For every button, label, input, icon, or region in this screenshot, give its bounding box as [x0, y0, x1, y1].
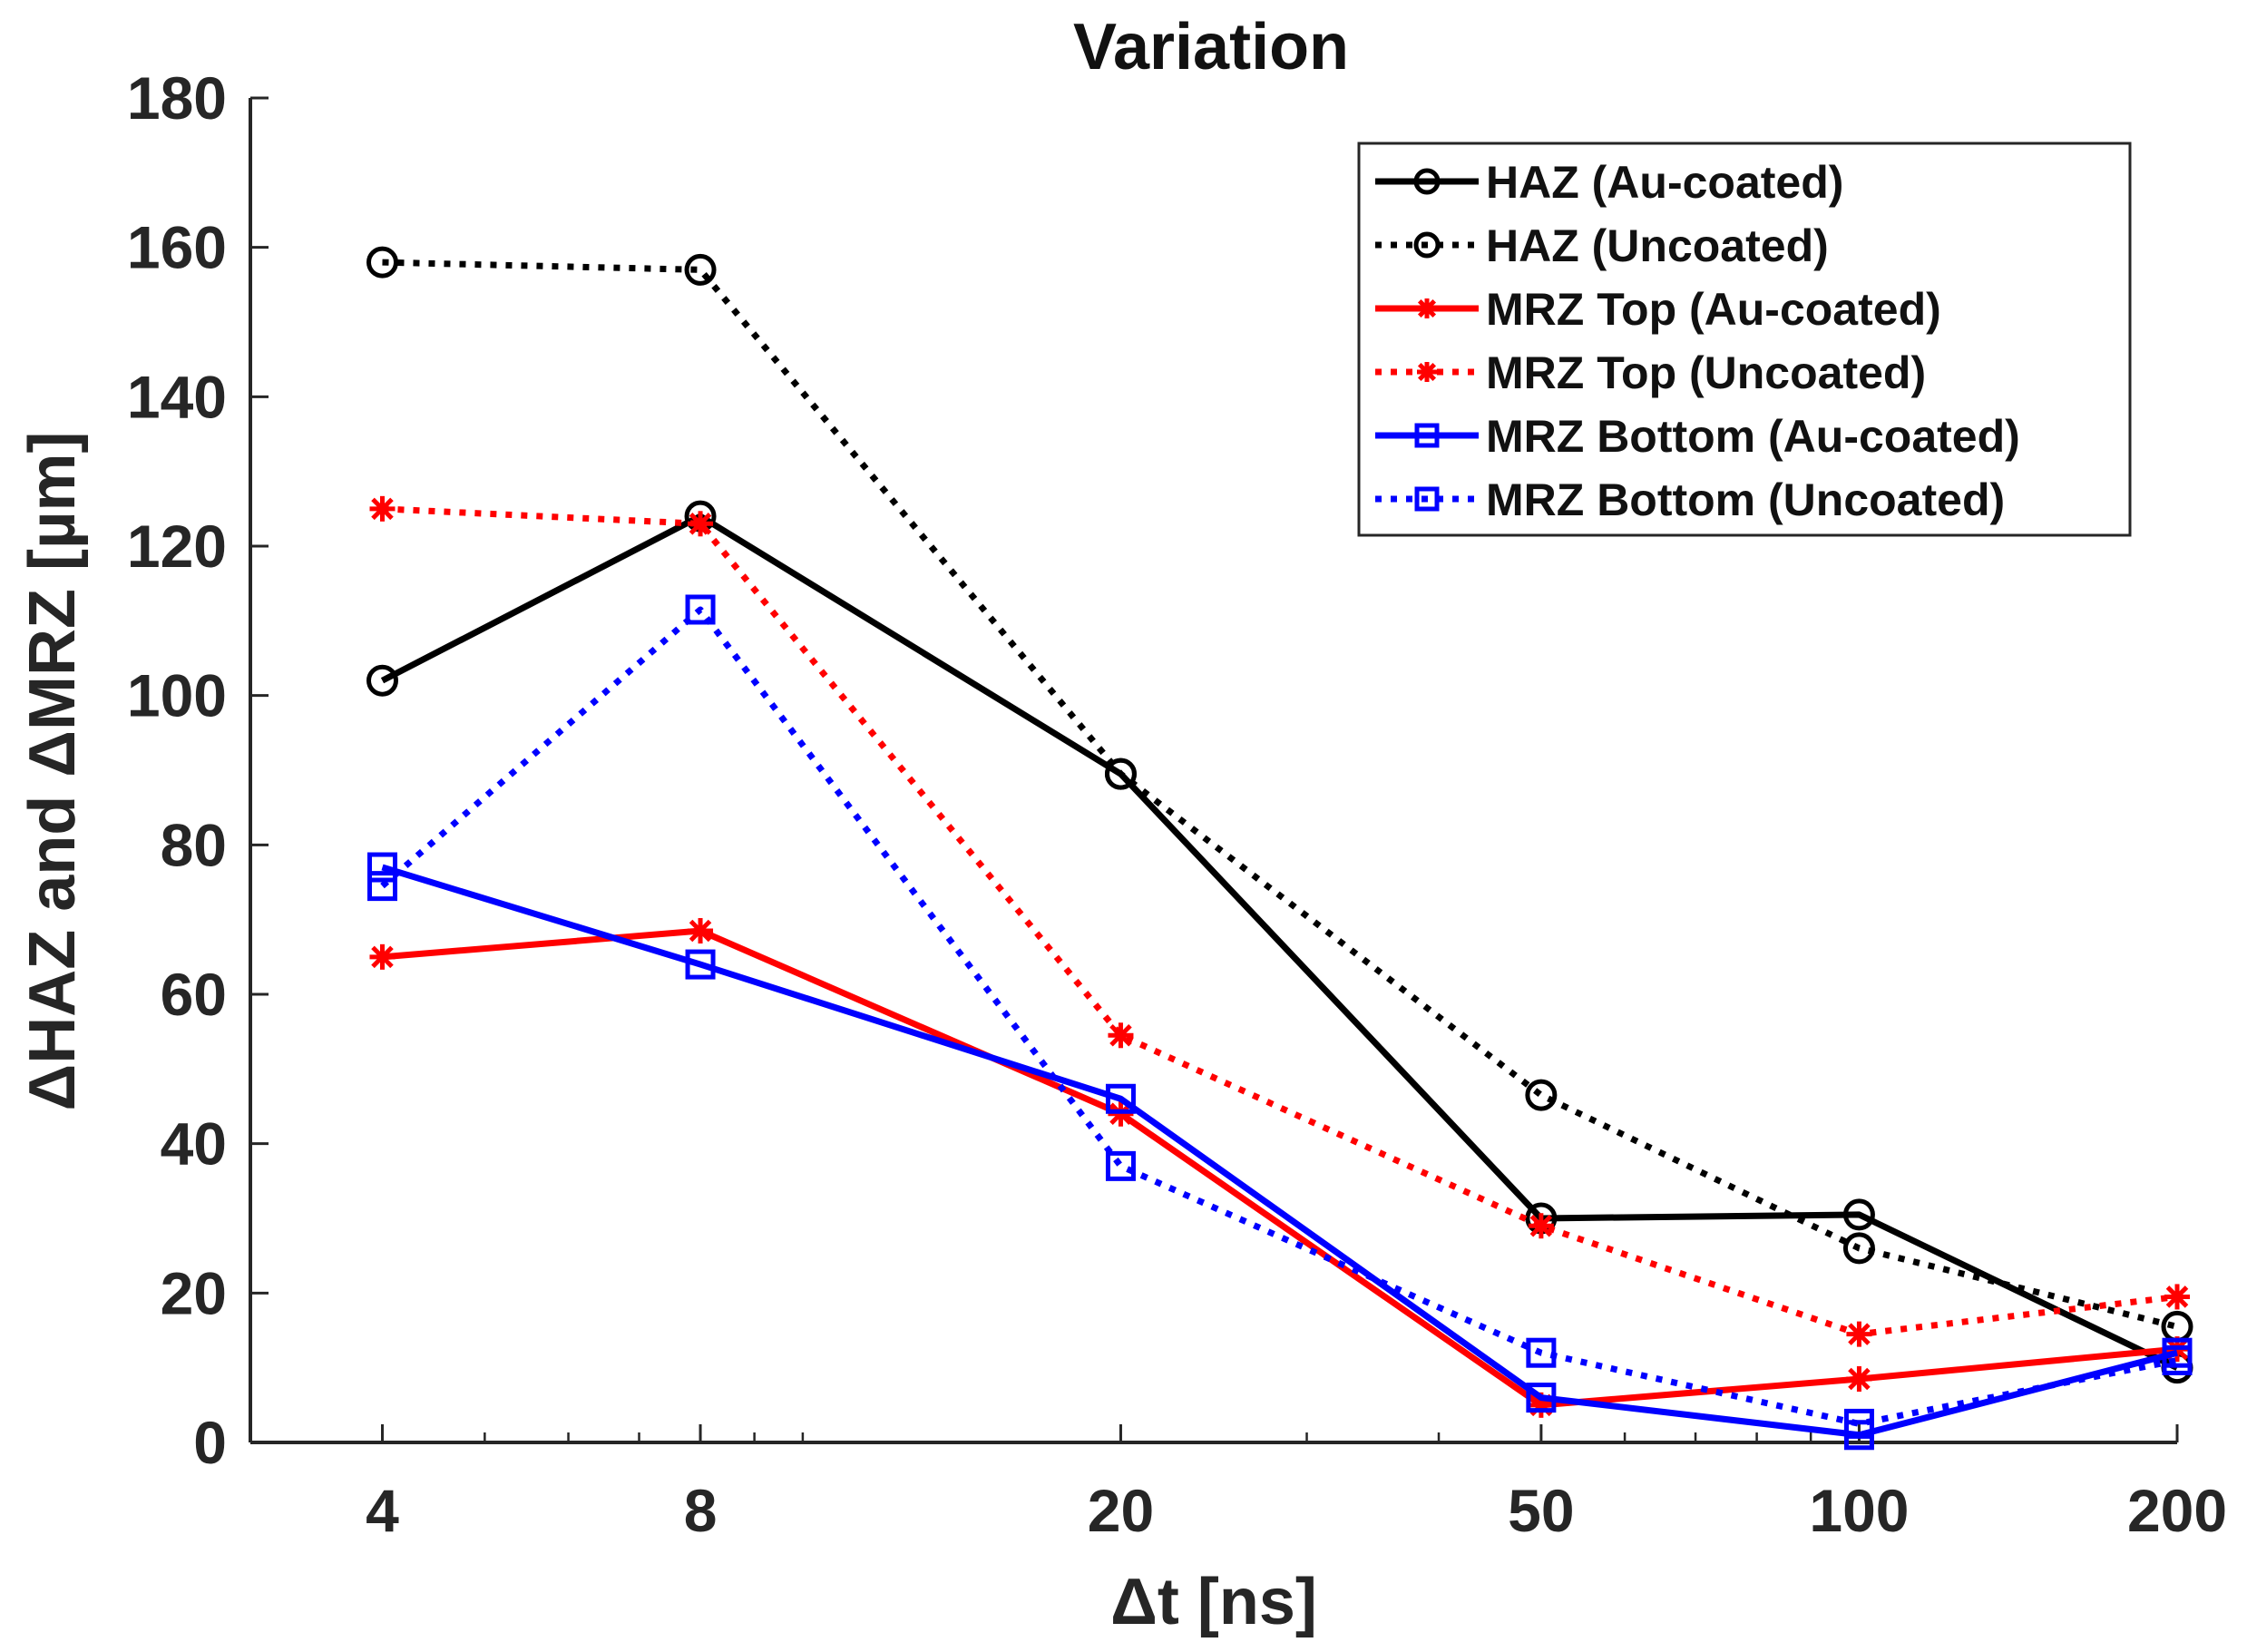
legend-entry: MRZ Top (Uncoated)	[1375, 347, 1926, 398]
data-point	[688, 511, 714, 537]
legend-label: MRZ Bottom (Uncoated)	[1486, 474, 2005, 525]
x-axis-ticks: 4 8 20 50 100 200	[366, 1424, 2227, 1544]
legend-entry: HAZ (Au-coated)	[1375, 157, 1843, 208]
series-line	[382, 259, 2178, 1330]
data-point	[1846, 1321, 1872, 1347]
data-point	[1108, 1022, 1134, 1049]
series-line	[380, 606, 2178, 1427]
series-2	[366, 246, 2193, 1343]
data-point	[366, 871, 397, 902]
marker-stroke	[689, 513, 712, 535]
legend-label: HAZ (Au-coated)	[1486, 157, 1843, 208]
series-5	[366, 852, 2193, 1451]
legend-entry: MRZ Bottom (Au-coated)	[1375, 411, 2020, 462]
marker-stroke	[1109, 1024, 1132, 1047]
data-point	[366, 852, 397, 883]
data-point	[1417, 362, 1437, 382]
y-tick-label: 20	[161, 1259, 227, 1326]
data-point	[1417, 298, 1437, 318]
legend-entry: MRZ Top (Au-coated)	[1375, 284, 1941, 335]
series-4	[369, 495, 2190, 1347]
plot-area	[249, 98, 2177, 1444]
series-3	[369, 918, 2190, 1418]
data-point	[1846, 1366, 1872, 1393]
legend-entries: HAZ (Au-coated) HAZ (Uncoated) MRZ Top (Au…	[1375, 157, 2020, 525]
series-line	[382, 927, 2178, 1409]
y-axis-ticks: 0 20 40 60 80 100 120 140 160 180	[127, 64, 269, 1476]
y-tick-label: 100	[127, 662, 227, 729]
marker-stroke	[371, 497, 394, 521]
x-tick-label: 50	[1508, 1477, 1574, 1544]
y-tick-label: 120	[127, 513, 227, 580]
data-point	[1526, 1337, 1557, 1368]
data-point	[366, 664, 398, 697]
marker-stroke	[371, 945, 394, 969]
y-axis-label: ΔHAZ and ΔMRZ [µm]	[16, 432, 89, 1111]
data-point	[684, 253, 717, 286]
series-line	[381, 864, 2178, 1439]
legend-label: MRZ Top (Au-coated)	[1486, 284, 1941, 335]
data-point	[1843, 1408, 1874, 1439]
legend-entry: MRZ Bottom (Uncoated)	[1375, 474, 2005, 525]
y-tick-label: 160	[127, 214, 227, 281]
series-1	[366, 500, 2193, 1384]
data-point	[685, 949, 716, 980]
x-tick-label: 100	[1809, 1477, 1909, 1544]
data-point	[1842, 1198, 1875, 1231]
data-point	[1414, 423, 1440, 448]
marker-stroke	[1848, 1323, 1871, 1345]
marker-stroke	[2165, 1285, 2189, 1308]
marker-stroke	[1848, 1367, 1871, 1391]
y-tick-label: 0	[193, 1409, 227, 1476]
marker-stroke	[1529, 1214, 1553, 1237]
data-point	[1413, 231, 1441, 259]
legend-box	[1357, 142, 2132, 537]
series-line	[382, 505, 2178, 1338]
marker-stroke	[1417, 362, 1437, 382]
data-point	[1413, 168, 1441, 195]
y-tick-label: 180	[127, 64, 227, 132]
data-point	[1414, 486, 1440, 512]
data-point	[369, 943, 396, 970]
data-point	[1105, 1150, 1136, 1181]
data-point	[1105, 1083, 1136, 1114]
data-point	[1104, 758, 1137, 790]
chart-title: Variation	[1073, 11, 1349, 83]
y-tick-label: 60	[161, 961, 227, 1028]
y-tick-label: 40	[161, 1110, 227, 1178]
data-point	[1528, 1213, 1554, 1239]
x-tick-label: 200	[2127, 1477, 2227, 1544]
series-layer	[366, 246, 2193, 1451]
data-point	[685, 594, 716, 625]
legend-label: MRZ Bottom (Au-coated)	[1486, 411, 2020, 462]
legend-label: MRZ Top (Uncoated)	[1486, 347, 1926, 398]
marker-stroke	[689, 919, 712, 943]
data-point	[2162, 1344, 2193, 1375]
x-axis-label: Δt [ns]	[1110, 1566, 1317, 1638]
x-tick-label: 8	[684, 1477, 718, 1544]
data-point	[1525, 1079, 1558, 1111]
data-point	[688, 918, 714, 944]
legend-entry: HAZ (Uncoated)	[1375, 220, 1829, 271]
data-point	[369, 495, 396, 522]
data-point	[1526, 1383, 1557, 1413]
y-tick-label: 140	[127, 363, 227, 430]
series-line	[380, 513, 2179, 1371]
x-tick-label: 4	[366, 1477, 399, 1544]
series-6	[366, 594, 2193, 1439]
data-point	[366, 246, 398, 279]
marker-stroke	[1417, 298, 1437, 318]
y-tick-label: 80	[161, 811, 227, 878]
data-point	[2164, 1284, 2190, 1310]
legend-label: HAZ (Uncoated)	[1486, 220, 1829, 271]
x-tick-label: 20	[1088, 1477, 1154, 1544]
data-point	[1842, 1232, 1875, 1265]
legend: HAZ (Au-coated) HAZ (Uncoated) MRZ Top (Au…	[1357, 142, 2132, 537]
